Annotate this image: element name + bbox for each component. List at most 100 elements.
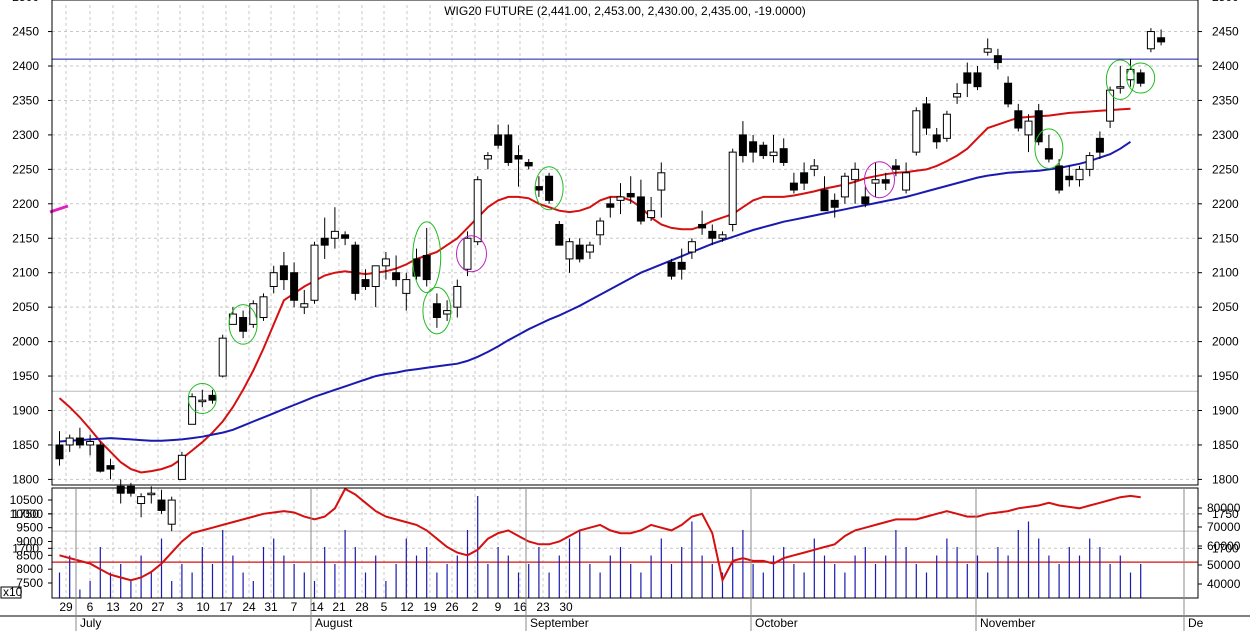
candle-body-up xyxy=(616,196,625,201)
candle xyxy=(1095,131,1104,160)
candle xyxy=(708,224,717,246)
price-tick-label-left: 2400 xyxy=(12,59,39,73)
candle xyxy=(392,255,401,287)
candle xyxy=(1004,76,1013,108)
candle-body-down xyxy=(116,485,125,494)
candle-body-up xyxy=(810,165,819,170)
candle xyxy=(596,217,605,246)
blue-moving-average xyxy=(59,140,1132,443)
green-circle-annotation xyxy=(187,382,217,414)
candle xyxy=(177,451,186,480)
month-label: De xyxy=(1188,616,1204,630)
candle-body-up xyxy=(443,310,452,315)
candle-body-down xyxy=(1014,110,1023,129)
day-label: 5 xyxy=(381,600,388,614)
candle-body-down xyxy=(749,141,758,153)
candle-body-down xyxy=(494,134,503,146)
candle xyxy=(269,265,278,294)
candle-body-up xyxy=(840,175,849,198)
candle-body-down xyxy=(708,230,717,239)
candle xyxy=(218,334,227,378)
candle xyxy=(249,300,258,328)
day-label: 7 xyxy=(291,600,298,614)
candle xyxy=(555,221,564,246)
candle-body-down xyxy=(279,265,288,281)
volume-tick-label-left: 9500 xyxy=(16,521,43,535)
candle-body-up xyxy=(188,396,197,425)
candle-body-down xyxy=(432,303,441,318)
price-tick-label-right: 2250 xyxy=(1212,162,1239,176)
candle xyxy=(575,238,584,263)
candle-body-down xyxy=(106,465,115,470)
candle xyxy=(504,124,513,166)
candle-body-down xyxy=(636,196,645,222)
candle-body-up xyxy=(983,48,992,53)
candle xyxy=(463,231,472,277)
candle xyxy=(718,231,727,242)
candle xyxy=(728,148,737,232)
candle xyxy=(779,138,788,166)
candle-body-up xyxy=(218,337,227,377)
annotations xyxy=(49,59,1156,414)
candle xyxy=(698,210,707,235)
candle-body-down xyxy=(422,254,431,281)
candle xyxy=(259,293,268,321)
candle xyxy=(606,196,615,218)
candle-body-up xyxy=(1146,31,1155,50)
candle-body-up xyxy=(657,172,666,191)
candle xyxy=(1075,165,1084,187)
candle-body-up xyxy=(381,258,390,267)
price-tick-label-right: 1950 xyxy=(1212,369,1239,383)
candle-body-up xyxy=(902,172,911,191)
price-tick-label-right: 2050 xyxy=(1212,300,1239,314)
candle-body-down xyxy=(534,186,543,191)
day-label: 10 xyxy=(196,600,210,614)
volume-multiplier-label: x10 xyxy=(3,585,23,599)
magenta-marker xyxy=(49,204,69,214)
price-tick-label-left: 2050 xyxy=(12,300,39,314)
candle xyxy=(545,172,554,204)
candle xyxy=(963,62,972,98)
day-label: 13 xyxy=(106,600,120,614)
candle xyxy=(65,434,74,452)
candle xyxy=(86,434,95,456)
green-circle-annotation xyxy=(534,166,564,211)
multiplier-box xyxy=(0,586,22,599)
candle-body-up xyxy=(463,237,472,270)
price-tick-label-left: 1850 xyxy=(12,438,39,452)
candle-body-down xyxy=(575,244,584,260)
candle xyxy=(106,458,115,480)
volume-tick-label-left: 8000 xyxy=(16,562,43,576)
candle xyxy=(453,279,462,318)
candle-body-down xyxy=(963,72,972,84)
candle xyxy=(616,183,625,215)
candle xyxy=(902,162,911,194)
candle-body-up xyxy=(473,179,482,243)
candle-body-up xyxy=(769,151,778,157)
candle xyxy=(677,248,686,280)
candle-body-up xyxy=(269,272,278,287)
candle xyxy=(198,389,207,408)
candle xyxy=(759,141,768,160)
candle-body-down xyxy=(1136,72,1145,84)
volume-tick-label-left: 9000 xyxy=(16,535,43,549)
candle-body-down xyxy=(698,223,707,229)
candle-body-down xyxy=(208,394,217,401)
price-tick-label-left: 2250 xyxy=(12,162,39,176)
axes: 1700 1700 1750 1750 1800 1800 1850 1850 1900 1900… xyxy=(10,0,1241,631)
red-moving-average xyxy=(58,107,1131,474)
candle-body-up xyxy=(86,441,95,446)
candle xyxy=(840,172,849,204)
candle xyxy=(1014,103,1023,132)
candle xyxy=(830,193,839,218)
price-tick-label-right: 1750 xyxy=(1212,507,1239,521)
candle xyxy=(922,97,931,135)
volume-panel xyxy=(58,487,1142,598)
candle xyxy=(647,196,656,222)
day-label: 26 xyxy=(445,600,459,614)
day-label: 17 xyxy=(219,600,233,614)
candle-body-up xyxy=(728,151,737,225)
candle xyxy=(769,134,778,163)
price-panel-frame xyxy=(51,0,1199,486)
candle-body-down xyxy=(738,134,747,157)
